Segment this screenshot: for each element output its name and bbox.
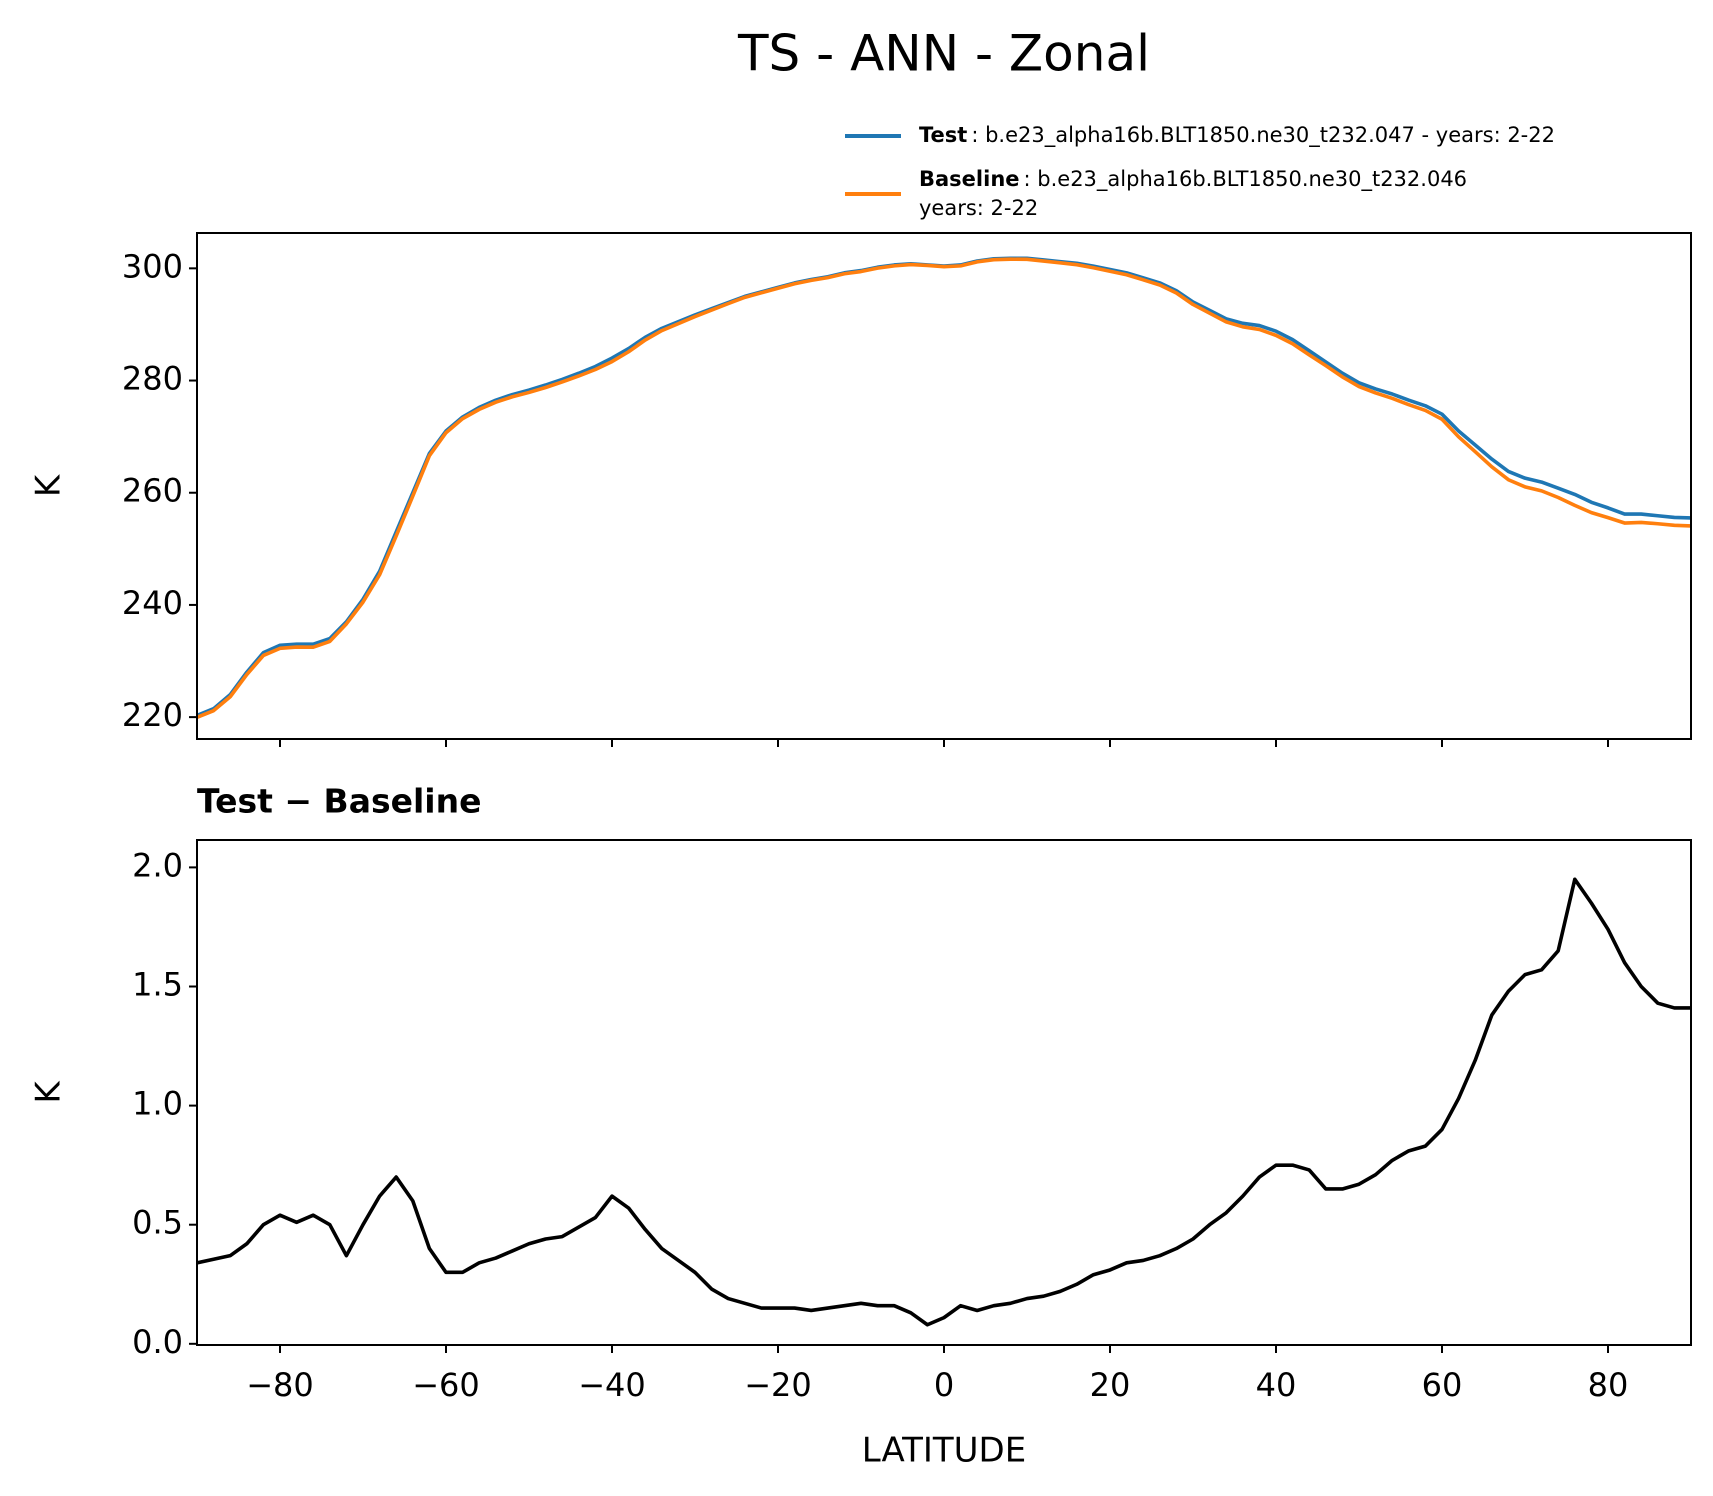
plot-area xyxy=(197,877,1691,1327)
x-tick-label: −20 xyxy=(744,1366,812,1404)
panel-title: Test − Baseline xyxy=(197,782,482,821)
data-line xyxy=(197,877,1691,1327)
data-line xyxy=(197,256,1691,718)
y-tick-label: 2.0 xyxy=(132,846,183,884)
legend-name: Baseline xyxy=(919,167,1020,191)
y-tick-label: 1.0 xyxy=(132,1085,183,1123)
x-tick-label: −80 xyxy=(246,1366,314,1404)
legend-label: Baseline: b.e23_alpha16b.BLT1850.ne30_t2… xyxy=(919,167,1467,192)
x-tick-label: −40 xyxy=(578,1366,646,1404)
x-tick-label: 20 xyxy=(1090,1366,1131,1404)
y-axis-label: K xyxy=(29,1080,69,1104)
x-tick-label: −60 xyxy=(412,1366,480,1404)
legend-description: : b.e23_alpha16b.BLT1850.ne30_t232.047 -… xyxy=(971,123,1555,148)
x-tick-label: 40 xyxy=(1256,1366,1297,1404)
y-tick-label: 220 xyxy=(122,696,183,734)
legend-name: Test xyxy=(919,123,967,147)
y-tick-label: 240 xyxy=(122,584,183,622)
y-tick-label: 300 xyxy=(122,247,183,285)
data-line xyxy=(197,257,1691,720)
y-tick-label: 0.5 xyxy=(132,1204,183,1242)
y-tick-label: 280 xyxy=(122,360,183,398)
chart-title: TS - ANN - Zonal xyxy=(737,25,1150,83)
y-axis-label: K xyxy=(29,473,69,497)
x-tick-label: 60 xyxy=(1422,1366,1463,1404)
legend-label: Test: b.e23_alpha16b.BLT1850.ne30_t232.0… xyxy=(919,123,1555,148)
axes-frame xyxy=(196,232,1692,740)
legend-description: years: 2-22 xyxy=(919,196,1038,220)
y-tick-label: 1.5 xyxy=(132,965,183,1003)
y-tick-label: 0.0 xyxy=(132,1323,183,1361)
x-axis-label: LATITUDE xyxy=(862,1431,1026,1471)
legend-description: : b.e23_alpha16b.BLT1850.ne30_t232.046 xyxy=(1024,167,1468,192)
y-tick-label: 260 xyxy=(122,472,183,510)
plot-area xyxy=(197,256,1691,720)
x-tick-label: 0 xyxy=(934,1366,954,1404)
x-tick-label: 80 xyxy=(1588,1366,1629,1404)
axes-frame xyxy=(196,839,1692,1346)
